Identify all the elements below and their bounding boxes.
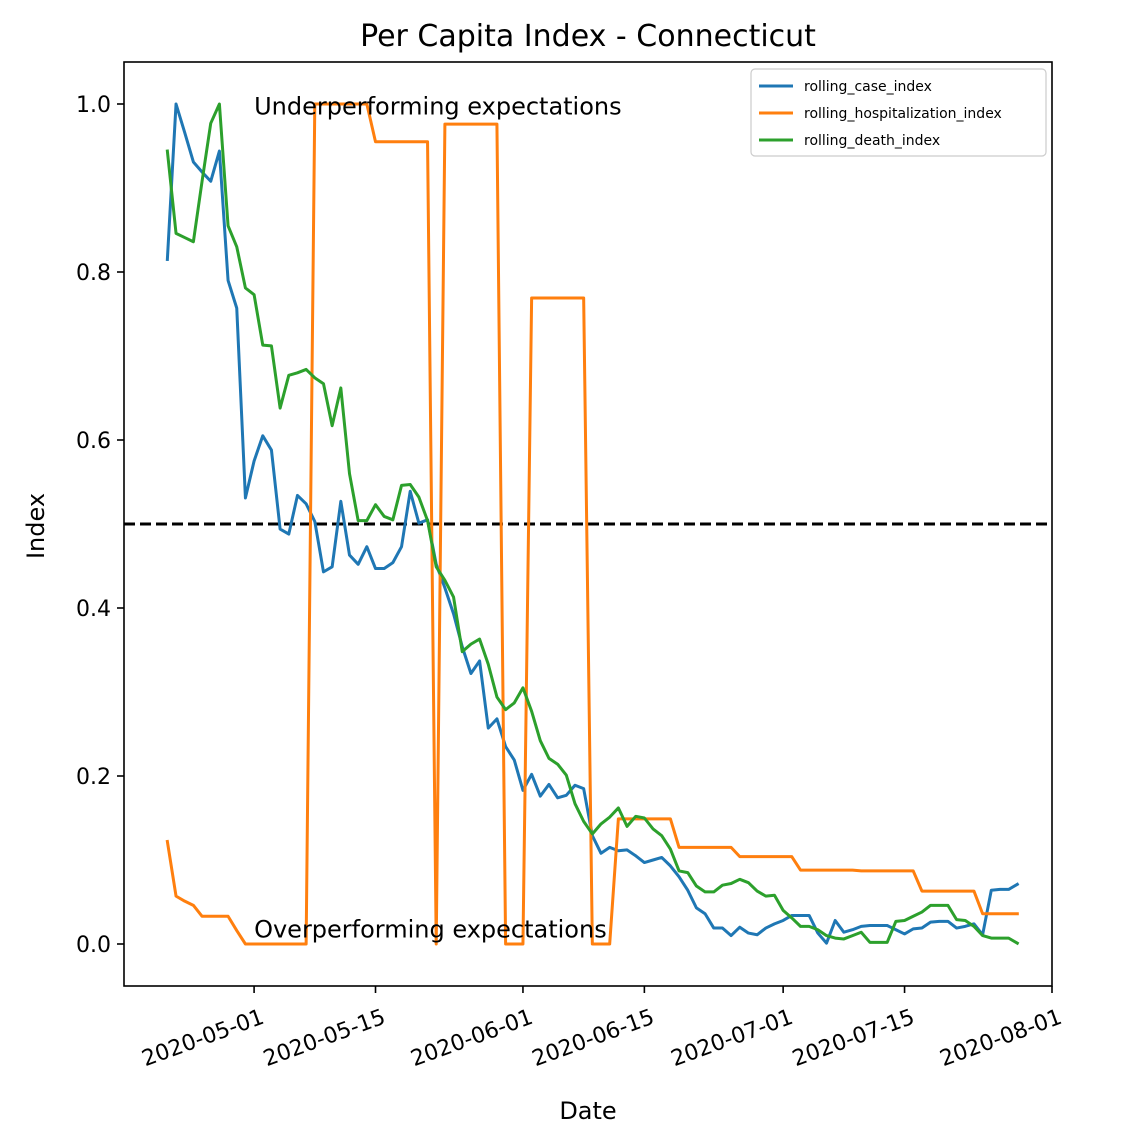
legend-box — [750, 68, 1047, 157]
series-line-rolling-hospitalization-index — [165, 102, 1019, 946]
plot-frame — [123, 61, 1053, 987]
x-axis-label: Date — [559, 1097, 616, 1125]
legend-label-rolling-case-index: rolling_case_index — [804, 79, 932, 95]
x-tick-label: 2020-06-01 — [408, 1005, 537, 1072]
y-axis-label: Index — [22, 493, 50, 559]
annotation-overperforming: Overperforming expectations — [254, 916, 607, 944]
y-tick-label: 0.2 — [76, 765, 111, 790]
y-tick-label: 0.0 — [76, 933, 111, 958]
chart-title: Per Capita Index - Connecticut — [360, 19, 816, 54]
x-tick-label: 2020-05-01 — [139, 1005, 268, 1072]
series-line-rolling-death-index — [165, 102, 1020, 946]
x-tick-label: 2020-07-01 — [668, 1005, 797, 1072]
y-tick-label: 0.4 — [76, 597, 111, 622]
annotation-underperforming: Underperforming expectations — [254, 92, 622, 120]
legend-label-rolling-death-index: rolling_death_index — [804, 133, 940, 149]
legend-label-rolling-hospitalization-index: rolling_hospitalization_index — [804, 106, 1002, 122]
x-tick-label: 2020-06-15 — [529, 1005, 658, 1072]
y-tick-label: 0.8 — [76, 261, 111, 286]
x-tick-label: 2020-05-15 — [260, 1005, 389, 1072]
x-tick-label: 2020-08-01 — [937, 1005, 1066, 1072]
legend: rolling_case_index rolling_hospitalizatio… — [750, 68, 1047, 157]
y-tick-label: 1.0 — [76, 93, 111, 118]
x-tick-label: 2020-07-15 — [789, 1005, 918, 1072]
y-tick-label: 0.6 — [76, 429, 111, 454]
